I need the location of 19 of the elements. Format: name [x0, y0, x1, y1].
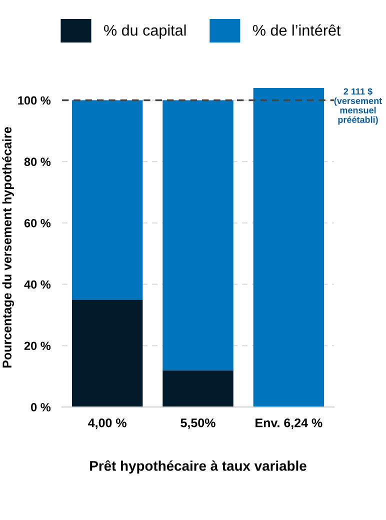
y-tick-label: 20 % — [24, 342, 51, 350]
legend-label: % du capital — [104, 24, 186, 39]
y-tick-label: 60 % — [24, 218, 51, 228]
text: 2 111 $ (versement mensuel préétabli) — [334, 88, 382, 125]
bar — [72, 300, 143, 407]
y-axis-title: Pourcentage du versement hypothécaire — [2, 127, 14, 368]
bar — [162, 370, 234, 407]
x-tick-label: 4,00 % — [88, 418, 126, 430]
y-tick-label: 40 % — [24, 280, 51, 289]
y-tick-label: 100 % — [18, 96, 51, 105]
legend-label: % de l’intérêt — [252, 24, 341, 36]
y-tick-label: 0 % — [31, 403, 51, 412]
x-axis-title: Prêt hypothécaire à taux variable — [90, 460, 306, 474]
y-tick-label: 80 % — [24, 158, 51, 166]
bar — [162, 100, 234, 370]
x-tick-label: 5,50% — [180, 418, 216, 430]
x-tick-label: Env. 6,24 % — [256, 418, 322, 430]
bar — [72, 100, 143, 300]
bar — [253, 88, 324, 407]
